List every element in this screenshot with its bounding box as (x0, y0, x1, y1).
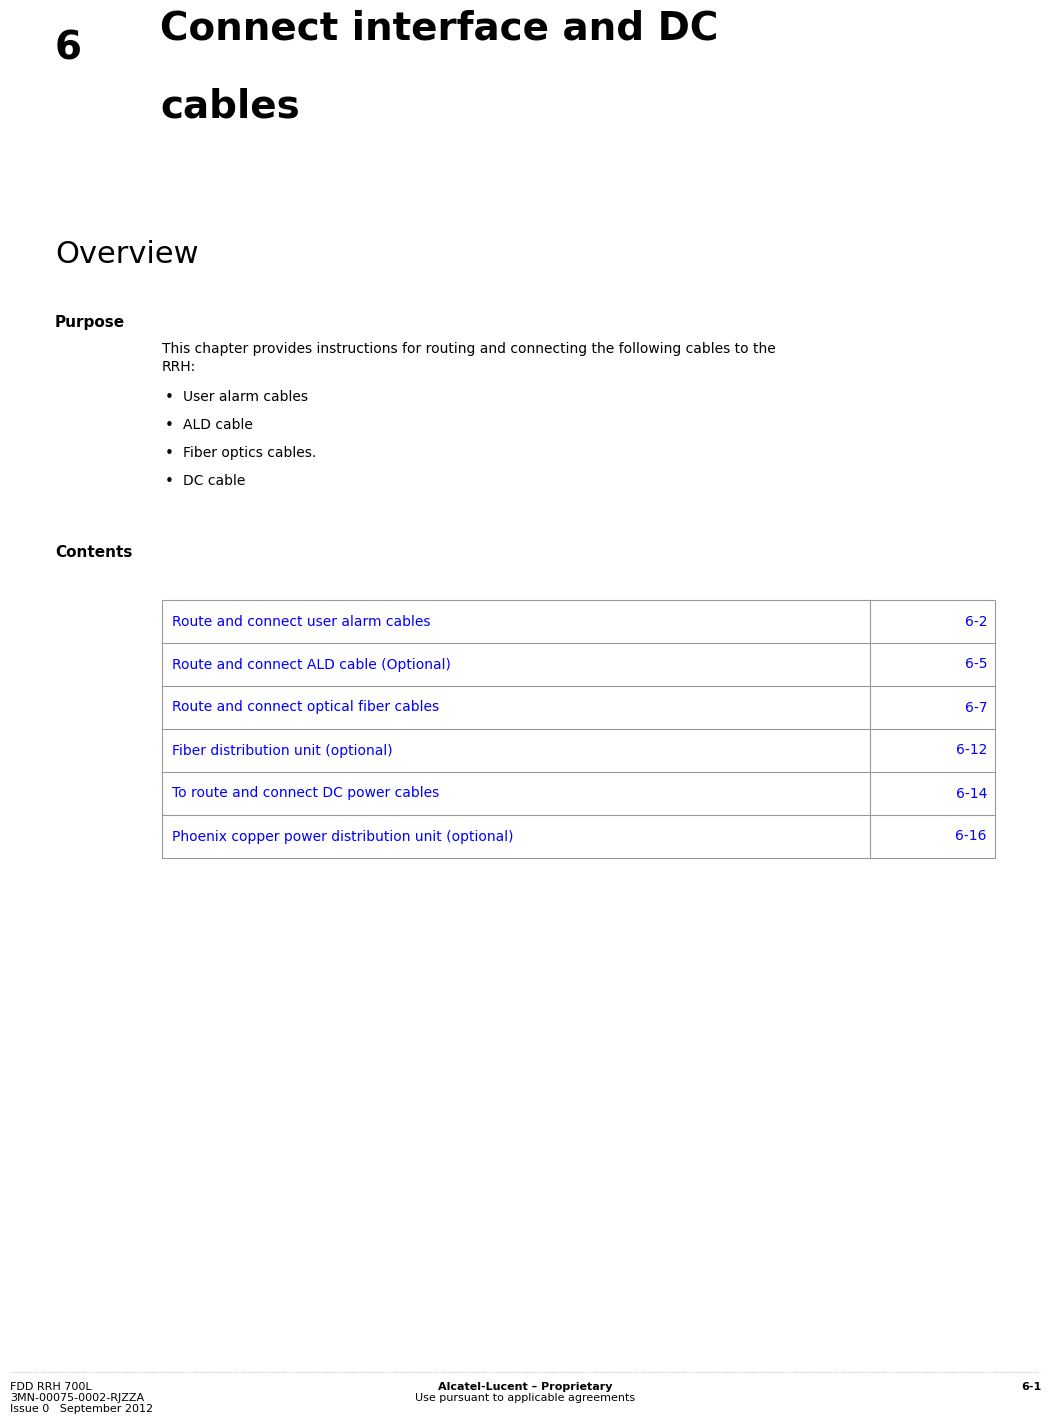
Text: To route and connect DC power cables: To route and connect DC power cables (172, 787, 439, 801)
Text: This chapter provides instructions for routing and connecting the following cabl: This chapter provides instructions for r… (162, 342, 776, 356)
Text: Route and connect optical fiber cables: Route and connect optical fiber cables (172, 700, 439, 715)
Text: Connect interface and DC: Connect interface and DC (160, 10, 719, 48)
Bar (162, 600, 995, 858)
Text: User alarm cables: User alarm cables (183, 390, 308, 404)
Text: 6-14: 6-14 (955, 787, 987, 801)
Text: 6-7: 6-7 (965, 700, 987, 715)
Text: 6: 6 (55, 30, 82, 68)
Text: Alcatel-Lucent – Proprietary: Alcatel-Lucent – Proprietary (438, 1383, 613, 1392)
Text: Fiber distribution unit (optional): Fiber distribution unit (optional) (172, 743, 393, 757)
Text: 6-16: 6-16 (955, 830, 987, 844)
Text: Issue 0   September 2012: Issue 0 September 2012 (11, 1404, 153, 1414)
Text: ALD cable: ALD cable (183, 418, 253, 432)
Text: FDD RRH 700L: FDD RRH 700L (11, 1383, 91, 1392)
Text: RRH:: RRH: (162, 360, 197, 374)
Text: Fiber optics cables.: Fiber optics cables. (183, 447, 316, 459)
Text: 6-1: 6-1 (1021, 1383, 1040, 1392)
Text: 3MN-00075-0002-RJZZA: 3MN-00075-0002-RJZZA (11, 1392, 144, 1402)
Text: Use pursuant to applicable agreements: Use pursuant to applicable agreements (415, 1392, 635, 1402)
Text: Contents: Contents (55, 545, 132, 560)
Text: •: • (165, 418, 173, 432)
Text: Route and connect user alarm cables: Route and connect user alarm cables (172, 614, 431, 628)
Text: Purpose: Purpose (55, 315, 125, 330)
Text: Phoenix copper power distribution unit (optional): Phoenix copper power distribution unit (… (172, 830, 514, 844)
Text: Route and connect ALD cable (Optional): Route and connect ALD cable (Optional) (172, 658, 451, 672)
Text: 6-2: 6-2 (965, 614, 987, 628)
Text: Overview: Overview (55, 240, 199, 269)
Text: 6-12: 6-12 (955, 743, 987, 757)
Text: DC cable: DC cable (183, 474, 245, 488)
Text: •: • (165, 447, 173, 461)
Text: •: • (165, 474, 173, 489)
Text: cables: cables (160, 88, 300, 126)
Text: 6-5: 6-5 (965, 658, 987, 672)
Text: •: • (165, 390, 173, 406)
